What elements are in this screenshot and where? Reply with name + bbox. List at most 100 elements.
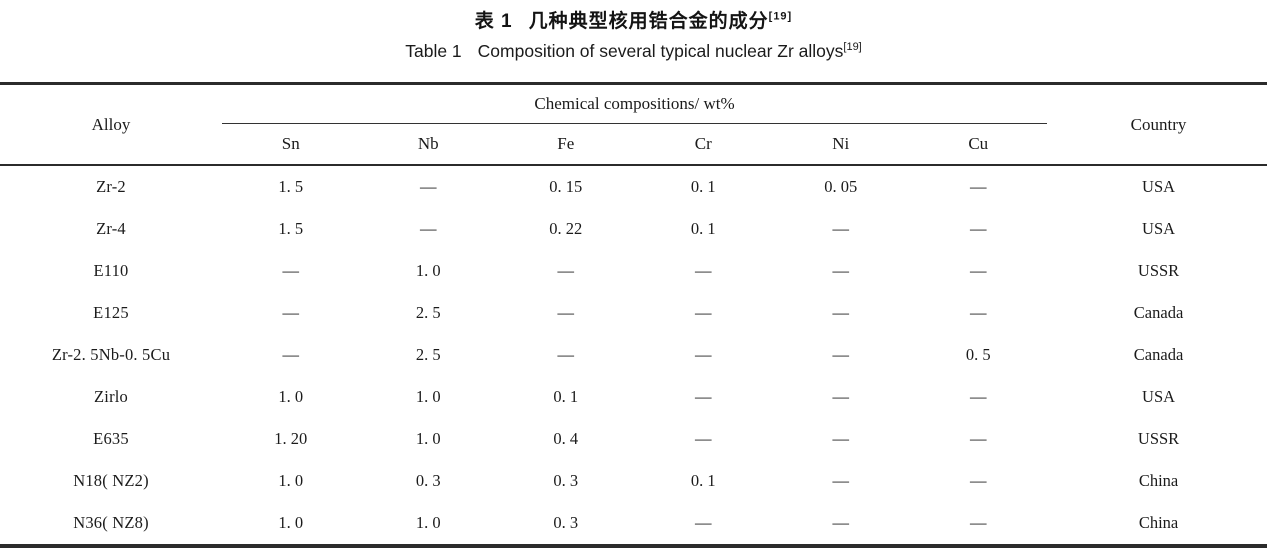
fe-value-cell: 0. 4 [553,429,579,448]
nb-value-cell: 1. 0 [415,429,441,448]
fe-value-cell: — [557,345,575,364]
alloy-cell: Zr-4 [96,219,126,238]
cr-value-cell: 0. 1 [690,177,716,196]
header-row-group: Alloy Chemical compositions/ wt% Country [0,83,1267,166]
header-row-elements: Sn Nb Fe Cr Ni Cu [0,123,1267,166]
nb-value-cell: 0. 3 [415,471,441,490]
element-column-header-sn: Sn [222,123,360,166]
nb-value-cell: 1. 0 [415,513,441,532]
element-column-header-cu: Cu [909,123,1048,166]
alloy-cell: N36( NZ8) [73,513,149,532]
composition-table: Alloy Chemical compositions/ wt% Country… [0,82,1267,548]
page-title-en: Table 1 Composition of several typical nu… [0,36,1267,66]
table-row: N18( NZ2) 1. 0 0. 3 0. 3 0. 1 — — China [0,460,1267,502]
nb-value-cell: — [420,219,437,238]
ni-value-cell: — [832,219,850,238]
table-row: Zr-2 1. 5 — 0. 15 0. 1 0. 05 — USA [0,165,1267,208]
element-column-header-nb: Nb [359,123,497,166]
cr-value-cell: 0. 1 [690,219,716,238]
table-header: Alloy Chemical compositions/ wt% Country… [0,83,1267,166]
country-column-header: Country [1047,83,1267,166]
nb-value-cell: — [420,177,437,196]
table-label-zh: 表 1 [474,11,513,32]
ni-value-cell: — [832,387,850,406]
nb-value-cell: 1. 0 [415,261,441,280]
cr-value-cell: — [695,345,712,364]
nb-value-cell: 2. 5 [415,303,441,322]
table-row: N36( NZ8) 1. 0 1. 0 0. 3 — — — China [0,502,1267,546]
alloy-column-header: Alloy [0,83,222,166]
alloy-cell: N18( NZ2) [73,471,149,490]
table-row: E110 — 1. 0 — — — — USSR [0,250,1267,292]
cr-value-cell: — [695,387,712,406]
title-text-zh: 几种典型核用锆合金的成分 [528,11,769,32]
sn-value-cell: 1. 0 [278,387,304,406]
element-column-header-cr: Cr [634,123,772,166]
sn-value-cell: — [282,261,300,280]
page-title-zh: 表 1 几种典型核用锆合金的成分[19] [0,8,1267,36]
ni-value-cell: — [832,261,850,280]
country-cell: China [1138,513,1179,532]
cr-value-cell: — [695,303,712,322]
sn-value-cell: — [282,345,300,364]
cu-value-cell: — [970,387,987,406]
ni-value-cell: — [832,429,850,448]
country-cell: USSR [1137,261,1180,280]
citation-ref-zh: [19] [768,10,793,23]
fe-value-cell: 0. 15 [549,177,583,196]
fe-value-cell: — [557,303,575,322]
sn-value-cell: 1. 0 [278,513,304,532]
country-cell: Canada [1133,345,1184,364]
nb-value-cell: 2. 5 [415,345,441,364]
alloy-cell: E110 [93,261,129,280]
cr-value-cell: 0. 1 [690,471,716,490]
element-column-header-fe: Fe [497,123,635,166]
cu-value-cell: — [970,303,987,322]
title-text-en: Composition of several typical nuclear Z… [477,41,844,61]
ni-value-cell: — [832,303,850,322]
citation-ref-en: [19] [843,41,862,54]
cr-value-cell: — [695,261,712,280]
country-cell: China [1138,471,1179,490]
table-label-en: Table 1 [405,41,462,61]
table-body: Zr-2 1. 5 — 0. 15 0. 1 0. 05 — USA Zr-4 … [0,165,1267,546]
ni-value-cell: — [832,345,850,364]
cu-value-cell: 0. 5 [965,345,991,364]
nb-value-cell: 1. 0 [415,387,441,406]
table-row: Zr-2. 5Nb-0. 5Cu — 2. 5 — — — 0. 5 Canad… [0,334,1267,376]
sn-value-cell: 1. 20 [274,429,308,448]
cu-value-cell: — [970,429,987,448]
country-cell: USSR [1137,429,1180,448]
fe-value-cell: 0. 3 [553,513,579,532]
table-row: Zr-4 1. 5 — 0. 22 0. 1 — — USA [0,208,1267,250]
alloy-cell: Zr-2 [96,177,126,196]
cr-value-cell: — [695,513,712,532]
country-cell: Canada [1133,303,1184,322]
table-row: Zirlo 1. 0 1. 0 0. 1 — — — USA [0,376,1267,418]
element-column-header-ni: Ni [772,123,910,166]
ni-value-cell: — [832,513,850,532]
alloy-cell: E635 [93,429,129,448]
sn-value-cell: 1. 5 [278,219,304,238]
ni-value-cell: 0. 05 [824,177,858,196]
alloy-cell: E125 [93,303,129,322]
alloy-cell: Zr-2. 5Nb-0. 5Cu [51,345,171,364]
fe-value-cell: 0. 1 [553,387,579,406]
country-cell: USA [1142,177,1176,196]
ni-value-cell: — [832,471,850,490]
country-cell: USA [1142,387,1176,406]
table-row: E635 1. 20 1. 0 0. 4 — — — USSR [0,418,1267,460]
title-block: 表 1 几种典型核用锆合金的成分[19] Table 1 Composition o… [0,0,1267,66]
group-column-header: Chemical compositions/ wt% [222,83,1048,124]
alloy-cell: Zirlo [94,387,128,406]
sn-value-cell: 1. 0 [278,471,304,490]
cu-value-cell: — [970,177,987,196]
table-row: E125 — 2. 5 — — — — Canada [0,292,1267,334]
table-wrap: Alloy Chemical compositions/ wt% Country… [0,82,1267,548]
fe-value-cell: 0. 22 [549,219,583,238]
fe-value-cell: 0. 3 [553,471,579,490]
cr-value-cell: — [695,429,712,448]
cu-value-cell: — [970,261,987,280]
country-cell: USA [1142,219,1176,238]
sn-value-cell: — [282,303,300,322]
